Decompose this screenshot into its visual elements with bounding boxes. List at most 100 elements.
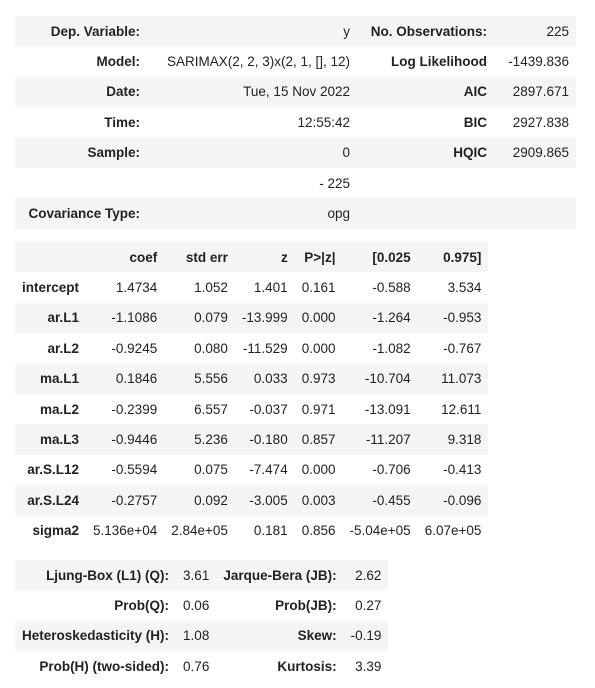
summary-row: Time: 12:55:42 BIC 2927.838 xyxy=(15,107,576,138)
parameter-name: intercept xyxy=(22,280,80,296)
table-cell: -0.455 xyxy=(372,492,411,508)
table-cell: -11.207 xyxy=(365,432,411,448)
summary-value: 0 xyxy=(342,145,350,161)
summary-row: Covariance Type: opg xyxy=(15,198,576,229)
table-cell: 0.971 xyxy=(301,401,336,417)
table-cell: 11.073 xyxy=(441,371,482,387)
summary-value: SARIMAX(2, 2, 3)x(2, 1, [], 12) xyxy=(166,54,350,70)
table-cell: -0.953 xyxy=(443,310,482,326)
table-cell: 0.181 xyxy=(253,523,288,539)
summary-label: Model: xyxy=(96,54,141,70)
diagnostics-value: 0.06 xyxy=(183,598,210,614)
table-row: ar.L2 -0.9245 0.080 -11.529 0.000 -1.082… xyxy=(15,333,489,364)
diagnostics-value: 2.62 xyxy=(355,567,382,583)
diagnostics-label: Prob(JB): xyxy=(275,598,337,614)
summary-value: opg xyxy=(327,206,350,222)
table-cell: -3.005 xyxy=(249,492,288,508)
table-cell: -0.180 xyxy=(249,432,288,448)
table-cell: 6.557 xyxy=(194,401,228,417)
summary-label: Time: xyxy=(104,114,140,130)
summary-value: Tue, 15 Nov 2022 xyxy=(243,84,350,100)
table-row: sigma2 5.136e+04 2.84e+05 0.181 0.856 -5… xyxy=(15,515,489,546)
coefficients-table: coef std err z P>|z| [0.025 0.975] inter… xyxy=(15,242,489,546)
column-header: P>|z| xyxy=(304,249,336,265)
diagnostics-value: -0.19 xyxy=(350,628,382,644)
summary-row: Sample: 0 HQIC 2909.865 xyxy=(15,137,576,168)
table-cell: -0.5594 xyxy=(111,462,158,478)
summary-value xyxy=(494,168,576,198)
summary-row: Model: SARIMAX(2, 2, 3)x(2, 1, [], 12) L… xyxy=(15,46,576,77)
table-cell: 1.4734 xyxy=(115,280,158,296)
coefficients-header-row: coef std err z P>|z| [0.025 0.975] xyxy=(15,242,489,273)
parameter-name: sigma2 xyxy=(32,523,80,539)
diagnostics-value: 0.27 xyxy=(355,598,382,614)
table-row: intercept 1.4734 1.052 1.401 0.161 -0.58… xyxy=(15,272,489,303)
table-cell: 6.07e+05 xyxy=(424,523,482,539)
summary-label: Log Likelihood xyxy=(391,54,487,70)
table-cell: -0.2399 xyxy=(111,401,158,417)
table-cell: 2.84e+05 xyxy=(171,523,228,539)
table-cell: 0.973 xyxy=(301,371,336,387)
table-row: ar.S.L24 -0.2757 0.092 -3.005 0.003 -0.4… xyxy=(15,485,489,516)
table-cell: -0.706 xyxy=(372,462,411,478)
diagnostics-row: Prob(Q): 0.06 Prob(JB): 0.27 xyxy=(15,590,389,621)
summary-row: Date: Tue, 15 Nov 2022 AIC 2897.671 xyxy=(15,76,576,108)
summary-value: 12:55:42 xyxy=(297,114,350,130)
table-cell: 0.856 xyxy=(301,523,336,539)
summary-row: Dep. Variable: y No. Observations: 225 xyxy=(15,16,576,47)
table-cell: 3.534 xyxy=(447,280,482,296)
column-header: z xyxy=(280,249,288,265)
summary-row: - 225 xyxy=(15,167,576,199)
table-cell: -7.474 xyxy=(249,462,288,478)
table-cell: -0.037 xyxy=(249,401,288,417)
table-cell: 0.000 xyxy=(301,462,336,478)
table-cell: -0.096 xyxy=(443,492,482,508)
parameter-name: ar.S.L12 xyxy=(27,462,80,478)
diagnostics-value: 3.39 xyxy=(355,658,382,674)
diagnostics-label: Jarque-Bera (JB): xyxy=(223,567,337,583)
diagnostics-value: 0.76 xyxy=(183,658,210,674)
diagnostics-row: Heteroskedasticity (H): 1.08 Skew: -0.19 xyxy=(15,620,389,652)
table-cell: 0.000 xyxy=(301,340,336,356)
table-cell: 0.000 xyxy=(301,310,336,326)
table-cell: 5.556 xyxy=(194,371,228,387)
column-header: std err xyxy=(185,249,228,265)
table-row: ar.S.L12 -0.5594 0.075 -7.474 0.000 -0.7… xyxy=(15,454,489,486)
summary-label xyxy=(357,168,494,198)
parameter-name: ar.L1 xyxy=(47,310,80,326)
table-row: ma.L1 0.1846 5.556 0.033 0.973 -10.704 1… xyxy=(15,363,489,394)
summary-value: 2897.671 xyxy=(512,84,569,100)
summary-value xyxy=(494,198,576,228)
table-cell: -0.588 xyxy=(372,280,411,296)
summary-label: HQIC xyxy=(453,145,487,161)
model-summary-table: Dep. Variable: y No. Observations: 225 M… xyxy=(15,16,576,229)
diagnostics-label: Prob(Q): xyxy=(114,598,170,614)
table-row: ar.L1 -1.1086 0.079 -13.999 0.000 -1.264… xyxy=(15,302,489,334)
summary-label: Dep. Variable: xyxy=(50,23,140,39)
diagnostics-value: 1.08 xyxy=(183,628,210,644)
column-header: 0.975] xyxy=(443,249,482,265)
summary-label xyxy=(357,198,494,228)
table-cell: 5.236 xyxy=(194,432,228,448)
summary-label: No. Observations: xyxy=(370,23,487,39)
table-cell: -1.082 xyxy=(372,340,411,356)
parameter-name: ar.S.L24 xyxy=(27,492,80,508)
table-cell: 0.079 xyxy=(194,310,228,326)
diagnostics-label: Kurtosis: xyxy=(277,658,337,674)
table-cell: 9.318 xyxy=(447,432,482,448)
table-cell: 0.1846 xyxy=(115,371,158,387)
parameter-name: ma.L3 xyxy=(39,432,80,448)
table-cell: -1.1086 xyxy=(111,310,158,326)
diagnostics-row: Ljung-Box (L1) (Q): 3.61 Jarque-Bera (JB… xyxy=(15,560,389,591)
diagnostics-value: 3.61 xyxy=(183,567,210,583)
table-cell: -11.529 xyxy=(242,340,288,356)
table-cell: 12.611 xyxy=(441,401,482,417)
summary-value: 225 xyxy=(546,23,569,39)
summary-value: y xyxy=(343,23,350,39)
table-cell: 0.161 xyxy=(301,280,336,296)
table-cell: 0.080 xyxy=(194,340,228,356)
table-cell: -0.767 xyxy=(443,340,482,356)
table-cell: 0.075 xyxy=(194,462,228,478)
parameter-name: ar.L2 xyxy=(47,340,80,356)
summary-value: 2909.865 xyxy=(512,145,569,161)
